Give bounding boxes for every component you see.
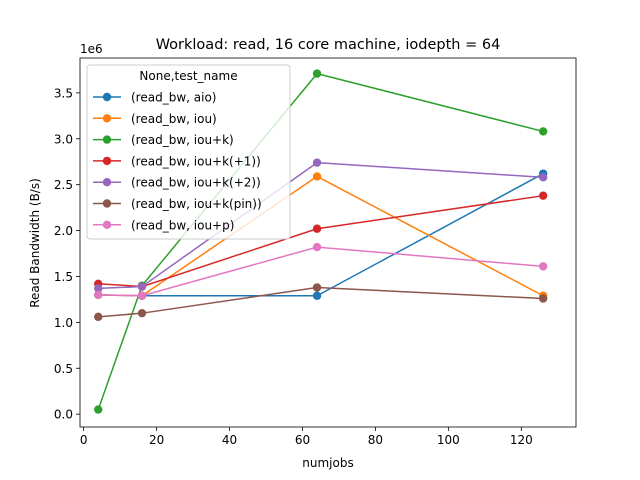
- plot-area: [79, 57, 577, 428]
- series-layer: [94, 69, 548, 414]
- data-point: [538, 127, 548, 136]
- y-axis-label: Read Bandwidth (B/s): [28, 178, 42, 308]
- legend-entry-label: (read_bw, iou+p): [131, 218, 234, 232]
- data-point: [94, 290, 103, 300]
- data-point: [538, 262, 548, 271]
- legend-entry-label: (read_bw, iou+k): [131, 133, 234, 147]
- legend-swatch-marker: [102, 199, 112, 208]
- legend: None,test_name (read_bw, aio) (read_bw, io…: [86, 64, 291, 240]
- data-point: [312, 242, 322, 252]
- y-tick-label: 2.0: [54, 224, 73, 238]
- y-axis: 0.0 0.5 1.0 1.5 2.0 2.5 3.0 3.5: [54, 86, 80, 422]
- x-tick-label: 100: [437, 433, 460, 447]
- y-tick-label: 2.5: [54, 178, 73, 192]
- data-point: [312, 291, 322, 300]
- legend-swatch-marker: [102, 92, 112, 102]
- data-point: [137, 291, 147, 300]
- series-line: [98, 286, 544, 318]
- legend-swatch-marker: [102, 114, 112, 123]
- legend-entry-label: (read_bw, iou+k(pin)): [131, 197, 262, 211]
- series-line: [98, 194, 544, 288]
- chart-title: Workload: read, 16 core machine, iodepth…: [156, 37, 501, 53]
- y-tick-label: 3.0: [54, 132, 73, 146]
- data-point: [94, 405, 103, 414]
- data-point: [312, 172, 322, 181]
- x-axis-label: numjobs: [302, 456, 353, 470]
- x-tick-label: 40: [222, 433, 237, 447]
- legend-entry-label: (read_bw, iou): [131, 112, 217, 126]
- y-tick-label: 3.5: [54, 86, 73, 100]
- data-point: [538, 173, 548, 182]
- legend-swatch-marker: [102, 220, 112, 229]
- data-point: [538, 191, 548, 200]
- data-point: [312, 224, 322, 233]
- legend-box: [86, 64, 291, 240]
- data-point: [94, 312, 103, 322]
- plot-frame: [79, 57, 577, 428]
- x-tick-label: 80: [368, 433, 383, 447]
- x-tick-label: 120: [510, 433, 533, 447]
- legend-entry-label: (read_bw, iou+k(+2)): [131, 176, 261, 190]
- y-tick-label: 1.0: [54, 316, 73, 330]
- series-line: [98, 246, 544, 297]
- legend-title: None,test_name: [139, 69, 237, 83]
- data-point: [137, 308, 147, 318]
- legend-swatch-marker: [102, 178, 112, 187]
- data-point: [312, 69, 322, 78]
- data-point: [312, 283, 322, 292]
- y-tick-label: 0.0: [54, 408, 73, 422]
- y-tick-label: 1.5: [54, 270, 73, 284]
- x-axis: 0 20 40 60 80 100 120: [80, 427, 533, 447]
- legend-entry-label: (read_bw, aio): [131, 91, 216, 105]
- x-tick-label: 20: [149, 433, 164, 447]
- legend-swatch-marker: [102, 135, 112, 144]
- legend-entry-label: (read_bw, iou+k(+1)): [131, 154, 261, 168]
- y-tick-label: 0.5: [54, 362, 73, 376]
- data-point: [94, 284, 103, 293]
- x-tick-label: 0: [80, 433, 88, 447]
- y-offset-label: 1e6: [80, 42, 103, 56]
- legend-swatch-marker: [102, 156, 112, 166]
- data-point: [137, 282, 147, 291]
- data-point: [538, 294, 548, 303]
- x-tick-label: 60: [295, 433, 310, 447]
- data-point: [312, 158, 322, 167]
